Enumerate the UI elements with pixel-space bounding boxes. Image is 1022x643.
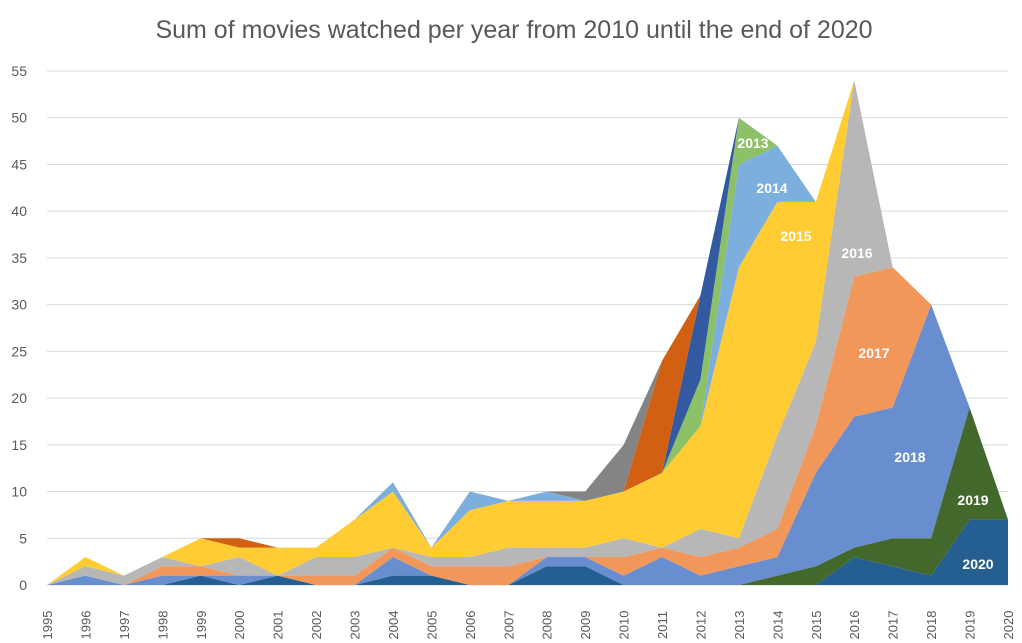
y-tick-label: 10 (11, 484, 27, 500)
area-series-2020 (47, 519, 1008, 585)
y-tick-label: 45 (11, 156, 27, 172)
x-tick-label: 2012 (693, 611, 708, 640)
x-tick-label: 2000 (232, 611, 247, 640)
series-label-2017: 2017 (858, 345, 889, 361)
series-label-2019: 2019 (957, 492, 988, 508)
x-tick-label: 2003 (348, 611, 363, 640)
y-tick-label: 55 (11, 63, 27, 79)
x-tick-label: 2015 (809, 611, 824, 640)
x-tick-label: 2018 (924, 611, 939, 640)
y-tick-label: 0 (19, 577, 27, 593)
y-tick-label: 30 (11, 297, 27, 313)
x-tick-label: 2009 (578, 611, 593, 640)
x-tick-label: 2014 (770, 611, 785, 640)
series-label-2015: 2015 (780, 228, 811, 244)
series-labels: 2013 2014 2015 2016 2017 2018 2019 2020 (737, 135, 993, 572)
x-axis: 1995 1996 1997 1998 1999 2000 2001 2002 2003 2004… (40, 611, 1016, 640)
x-tick-label: 2007 (501, 611, 516, 640)
x-tick-label: 2016 (847, 611, 862, 640)
y-tick-label: 20 (11, 390, 27, 406)
x-tick-label: 1995 (40, 611, 55, 640)
area-series-2015 (47, 80, 1008, 585)
x-tick-label: 2010 (617, 611, 632, 640)
y-tick-label: 15 (11, 437, 27, 453)
x-tick-label: 2005 (424, 611, 439, 640)
x-tick-label: 1996 (78, 611, 93, 640)
x-tick-label: 1999 (194, 611, 209, 640)
x-tick-label: 2002 (309, 611, 324, 640)
area-series-group (47, 80, 1008, 585)
x-tick-label: 2013 (732, 611, 747, 640)
series-label-2020: 2020 (962, 556, 993, 572)
y-axis: 0 5 10 15 20 25 30 35 40 45 50 55 (11, 63, 27, 593)
series-label-2014: 2014 (756, 180, 787, 196)
x-tick-label: 2011 (655, 611, 670, 639)
y-tick-label: 25 (11, 343, 27, 359)
x-tick-label: 2008 (540, 611, 555, 640)
y-tick-label: 50 (11, 110, 27, 126)
y-tick-label: 5 (19, 530, 27, 546)
x-tick-label: 1997 (117, 611, 132, 640)
x-tick-label: 2001 (271, 611, 286, 640)
series-label-2018: 2018 (894, 449, 925, 465)
x-tick-label: 2004 (386, 611, 401, 640)
series-label-2016: 2016 (841, 245, 872, 261)
y-tick-label: 35 (11, 250, 27, 266)
x-tick-label: 2019 (963, 611, 978, 640)
chart-title: Sum of movies watched per year from 2010… (155, 16, 872, 44)
series-label-2013: 2013 (737, 135, 768, 151)
x-tick-label: 2017 (886, 611, 901, 640)
x-tick-label: 1998 (155, 611, 170, 640)
x-tick-label: 2020 (1001, 611, 1016, 640)
y-tick-label: 40 (11, 203, 27, 219)
area-series-2019 (47, 407, 1008, 585)
x-tick-label: 2006 (463, 611, 478, 640)
area-series-2014 (47, 80, 1008, 585)
